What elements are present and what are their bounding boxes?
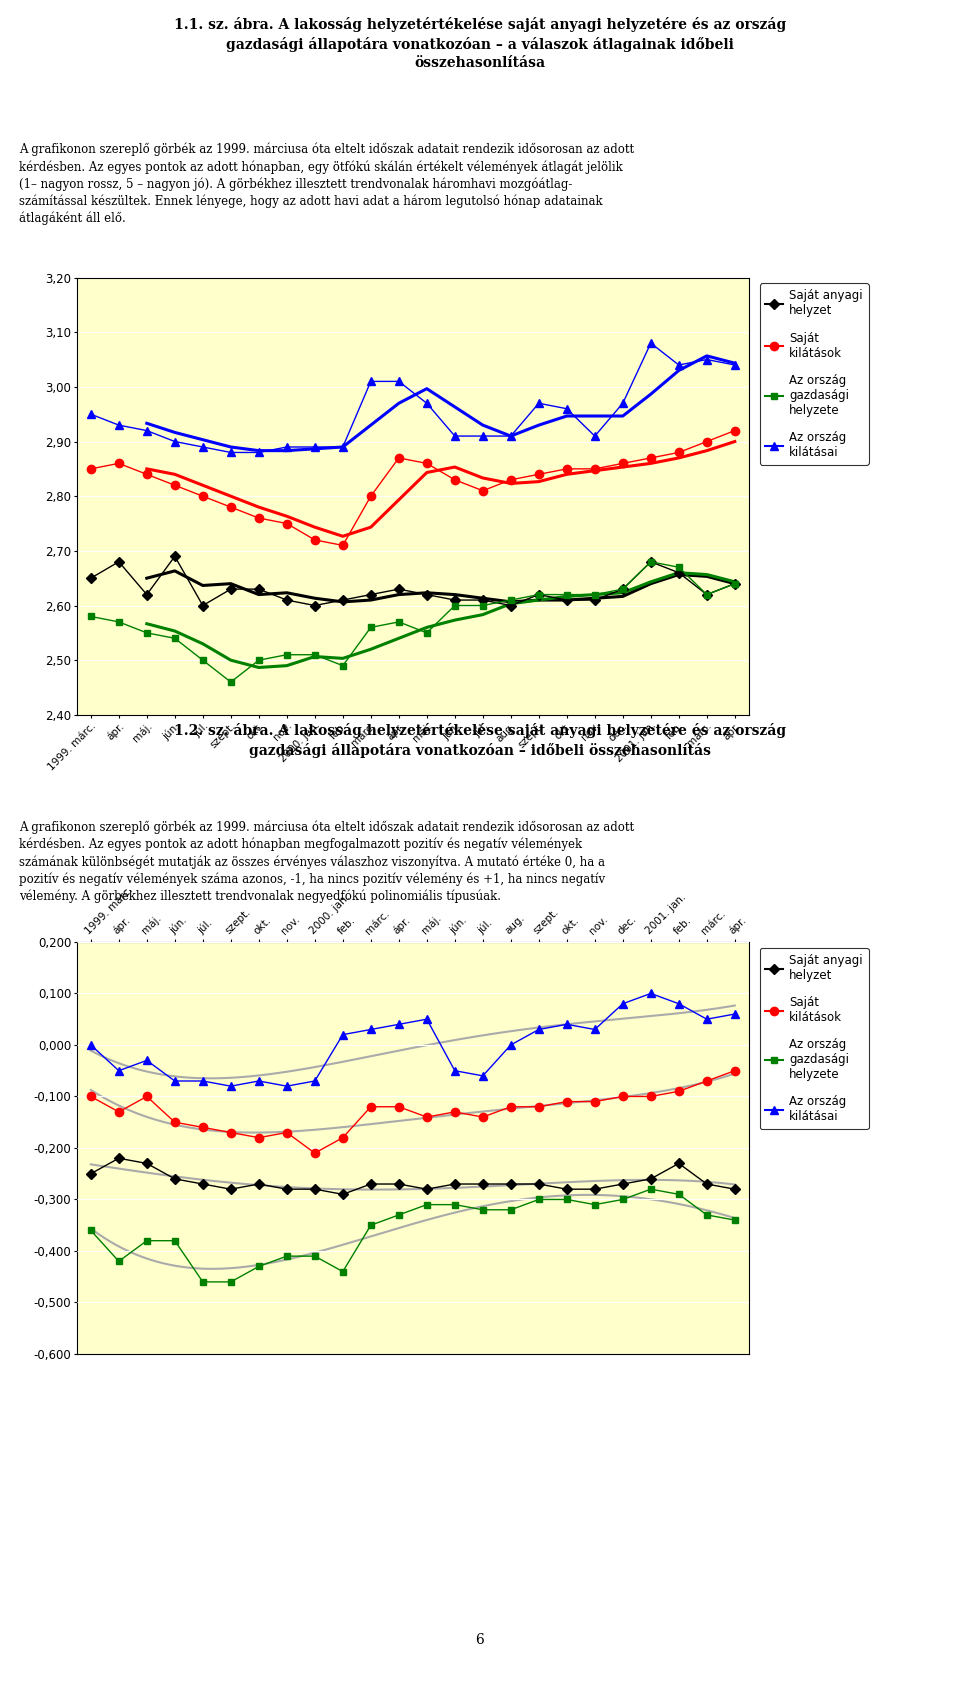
Text: 6: 6 [475, 1633, 485, 1647]
Text: A grafikonon szereplő görbék az 1999. márciusa óta eltelt időszak adatait rendez: A grafikonon szereplő görbék az 1999. má… [19, 821, 635, 903]
Legend: Saját anyagi
helyzet, Saját
kilátások, Az ország
gazdasági
helyzete, Az ország
k: Saját anyagi helyzet, Saját kilátások, A… [759, 949, 869, 1129]
Text: 1.2. sz. ábra. A lakosság helyzetértékelése saját anyagi helyzetére és az ország: 1.2. sz. ábra. A lakosság helyzetértékel… [174, 723, 786, 759]
Legend: Saját anyagi
helyzet, Saját
kilátások, Az ország
gazdasági
helyzete, Az ország
k: Saját anyagi helyzet, Saját kilátások, A… [759, 284, 869, 464]
Text: A grafikonon szereplő görbék az 1999. márciusa óta eltelt időszak adatait rendez: A grafikonon szereplő görbék az 1999. má… [19, 143, 635, 225]
Text: 1.1. sz. ábra. A lakosság helyzetértékelése saját anyagi helyzetére és az ország: 1.1. sz. ábra. A lakosság helyzetértékel… [174, 17, 786, 71]
